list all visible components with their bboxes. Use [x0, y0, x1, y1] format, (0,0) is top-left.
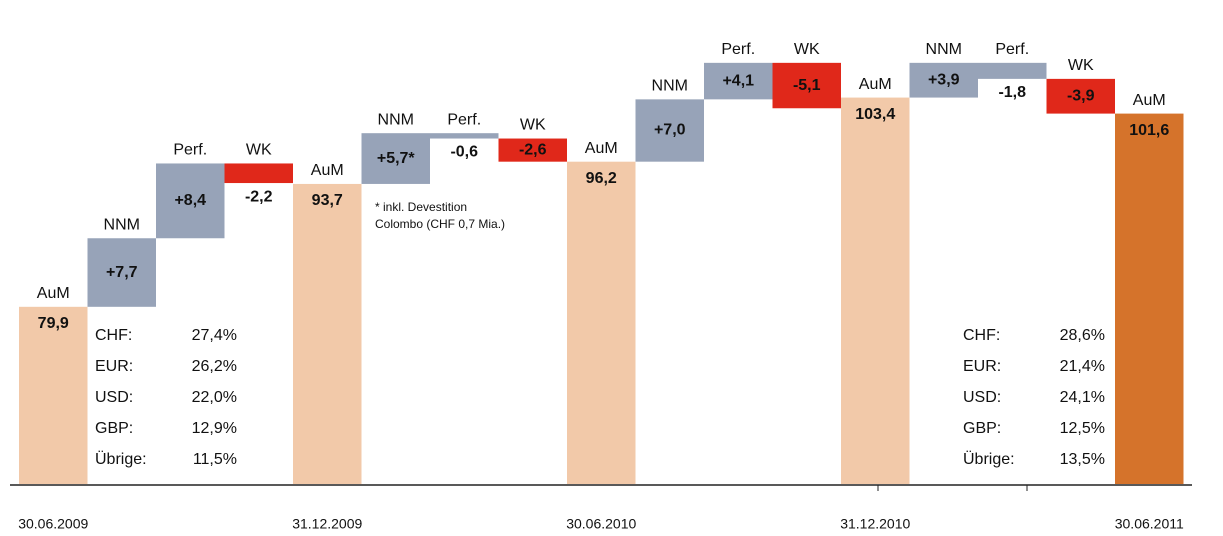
footnote: Colombo (CHF 0,7 Mia.): [375, 217, 505, 231]
bar: [704, 62, 773, 100]
x-tick-label: 30.06.2010: [566, 516, 636, 532]
bar: [361, 133, 430, 184]
category-label: AuM: [1133, 92, 1166, 109]
value-label: 103,4: [855, 106, 895, 123]
category-label: Perf.: [721, 41, 755, 58]
currency-share: 27,4%: [192, 327, 237, 344]
value-label: 101,6: [1129, 122, 1169, 139]
currency-name: Übrige:: [95, 450, 147, 468]
currency-name: GBP:: [963, 420, 1001, 437]
category-label: WK: [520, 117, 546, 134]
x-tick-label: 31.12.2009: [292, 516, 362, 532]
value-label: 93,7: [312, 192, 343, 209]
value-label: 79,9: [38, 315, 69, 332]
bar: [772, 62, 841, 109]
currency-name: EUR:: [963, 358, 1001, 375]
currency-name: USD:: [95, 389, 133, 406]
value-label: -0,6: [450, 144, 478, 161]
category-label: AuM: [585, 140, 618, 157]
category-label: WK: [246, 142, 272, 159]
value-label: -5,1: [793, 77, 821, 94]
category-label: NNM: [378, 111, 414, 128]
currency-share: 21,4%: [1060, 358, 1105, 375]
currency-name: USD:: [963, 389, 1001, 406]
x-tick-label: 30.06.2009: [18, 516, 88, 532]
value-label: -2,2: [245, 188, 273, 205]
currency-share: 12,5%: [1060, 420, 1105, 437]
category-label: NNM: [926, 41, 962, 58]
currency-name: GBP:: [95, 420, 133, 437]
bar: [841, 97, 910, 485]
bar: [430, 133, 499, 139]
value-label: +7,0: [654, 122, 686, 139]
bar: [1115, 113, 1184, 484]
category-label: AuM: [859, 76, 892, 93]
category-label: AuM: [37, 285, 70, 302]
bar: [87, 238, 156, 307]
category-label: WK: [794, 41, 820, 58]
category-label: AuM: [311, 162, 344, 179]
bar: [635, 99, 704, 162]
category-label: Perf.: [173, 142, 207, 159]
x-tick-label: 31.12.2010: [840, 516, 910, 532]
currency-share: 12,9%: [192, 420, 237, 437]
currency-name: Übrige:: [963, 450, 1015, 468]
currency-share: 22,0%: [192, 389, 237, 406]
category-label: WK: [1068, 57, 1094, 74]
bar: [224, 163, 293, 184]
bar: [19, 306, 88, 484]
bar: [567, 161, 636, 484]
value-label: +8,4: [174, 192, 206, 209]
value-label: -2,6: [519, 141, 547, 158]
bar: [498, 138, 567, 162]
value-label: +4,1: [722, 72, 754, 89]
currency-name: CHF:: [95, 327, 132, 344]
currency-name: CHF:: [963, 327, 1000, 344]
bar: [293, 183, 362, 485]
currency-name: EUR:: [95, 358, 133, 375]
currency-share: 11,5%: [193, 451, 237, 468]
category-label: NNM: [652, 78, 688, 95]
category-label: Perf.: [995, 41, 1029, 58]
bar: [156, 163, 225, 239]
value-label: +3,9: [928, 71, 960, 88]
value-label: 96,2: [586, 170, 617, 187]
value-label: +7,7: [106, 264, 138, 281]
currency-share: 24,1%: [1060, 389, 1105, 406]
value-label: +5,7*: [377, 150, 416, 167]
currency-share: 26,2%: [192, 358, 237, 375]
category-label: Perf.: [447, 111, 481, 128]
value-label: -3,9: [1067, 87, 1095, 104]
currency-share: 28,6%: [1060, 327, 1105, 344]
x-tick-label: 30.06.2011: [1115, 516, 1184, 532]
category-label: NNM: [104, 216, 140, 233]
bar: [1046, 78, 1115, 114]
currency-share: 13,5%: [1060, 451, 1105, 468]
bar: [978, 62, 1047, 79]
bar: [909, 62, 978, 98]
footnote: * inkl. Devestition: [375, 200, 467, 214]
value-label: -1,8: [998, 84, 1026, 101]
